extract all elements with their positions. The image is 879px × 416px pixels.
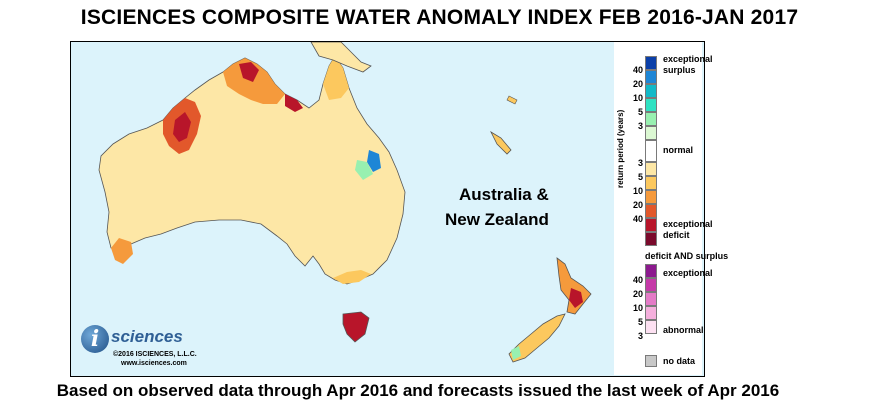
legend-swatch-surplus-4 <box>645 98 657 112</box>
legend-surplus-tick: 20 <box>632 79 643 89</box>
region-label-new-zealand: New Zealand <box>445 210 549 229</box>
map-footer-note: Based on observed data through Apr 2016 … <box>56 381 780 400</box>
legend-das-tick: 3 <box>637 331 643 341</box>
legend-swatch-surplus-2 <box>645 70 657 84</box>
deficit-region-southeast <box>333 270 371 284</box>
legend-swatch-deficit-2 <box>645 176 657 190</box>
legend-swatch-surplus-3 <box>645 84 657 98</box>
deficit-region-top-end-core <box>239 62 259 82</box>
papua-new-guinea <box>310 42 372 73</box>
legend-deficit-label-2: deficit <box>663 230 690 240</box>
legend-surplus-label-2: surplus <box>663 65 696 75</box>
legend-deficit-tick: 5 <box>637 172 643 182</box>
legend-swatch-das-1 <box>645 264 657 278</box>
legend-deficit-tick: 40 <box>632 214 643 224</box>
legend-deficit-tick: 10 <box>632 186 643 196</box>
legend-swatch-das-2 <box>645 278 657 292</box>
nz-south-island-surplus <box>511 346 521 360</box>
legend-swatch-deficit-4 <box>645 204 657 218</box>
surplus-region-qld-light <box>355 160 373 180</box>
legend-das-tick: 20 <box>632 289 643 299</box>
legend-das-top-label: exceptional <box>663 268 713 278</box>
legend-swatch-surplus-6 <box>645 126 657 140</box>
legend-swatch-surplus-5 <box>645 112 657 126</box>
legend-return-period-label: return period (years) <box>616 109 625 188</box>
legend: return period (years) exceptional surplu… <box>614 42 728 375</box>
legend-swatch-surplus-1 <box>645 56 657 70</box>
legend-swatch-normal <box>645 140 657 162</box>
legend-deficit-and-surplus-title: deficit AND surplus <box>645 251 729 261</box>
legend-das-tick: 5 <box>637 317 643 327</box>
legend-swatch-das-3 <box>645 292 657 306</box>
mixed-region-cape-york <box>323 56 349 100</box>
logo-icon: i <box>81 325 109 353</box>
legend-swatch-deficit-3 <box>645 190 657 204</box>
legend-swatch-deficit-6 <box>645 232 657 246</box>
deficit-region-gulf <box>285 94 303 112</box>
solomon-islands <box>506 95 518 105</box>
logo-url: www.isciences.com <box>121 360 187 367</box>
legend-swatch-das-5 <box>645 320 657 334</box>
legend-deficit-tick: 3 <box>637 158 643 168</box>
map-title: ISCIENCES COMPOSITE WATER ANOMALY INDEX … <box>80 6 799 29</box>
tasmania-landmass <box>342 311 370 343</box>
legend-surplus-tick: 5 <box>637 107 643 117</box>
legend-no-data-label: no data <box>663 356 696 366</box>
legend-das-bottom-label: abnormal <box>663 325 704 335</box>
surplus-region-qld <box>367 150 381 172</box>
legend-swatch-no-data <box>645 355 657 367</box>
legend-surplus-tick: 40 <box>632 65 643 75</box>
legend-deficit-label-1: exceptional <box>663 219 713 229</box>
logo-copyright: ©2016 ISCIENCES, L.L.C. <box>113 351 197 358</box>
map-frame: Australia & New Zealand i sciences ©2016… <box>70 41 705 377</box>
logo-wordmark: sciences <box>111 327 183 346</box>
new-caledonia <box>490 130 512 155</box>
legend-surplus-tick: 10 <box>632 93 643 103</box>
region-label-australia: Australia & <box>459 185 549 204</box>
legend-swatch-deficit-1 <box>645 162 657 176</box>
deficit-region-kimberley-core <box>173 112 191 142</box>
legend-das-tick: 40 <box>632 275 643 285</box>
nz-north-island-core <box>569 288 583 308</box>
map-canvas <box>71 42 704 376</box>
deficit-region-southwest <box>111 238 133 264</box>
legend-das-tick: 10 <box>632 303 643 313</box>
legend-surplus-tick: 3 <box>637 121 643 131</box>
legend-surplus-label-1: exceptional <box>663 54 713 64</box>
legend-normal-label: normal <box>663 145 694 155</box>
legend-swatch-deficit-5 <box>645 218 657 232</box>
legend-swatch-das-4 <box>645 306 657 320</box>
legend-deficit-tick: 20 <box>632 200 643 210</box>
deficit-region-top-end <box>223 58 285 104</box>
nz-south-island <box>508 313 566 363</box>
